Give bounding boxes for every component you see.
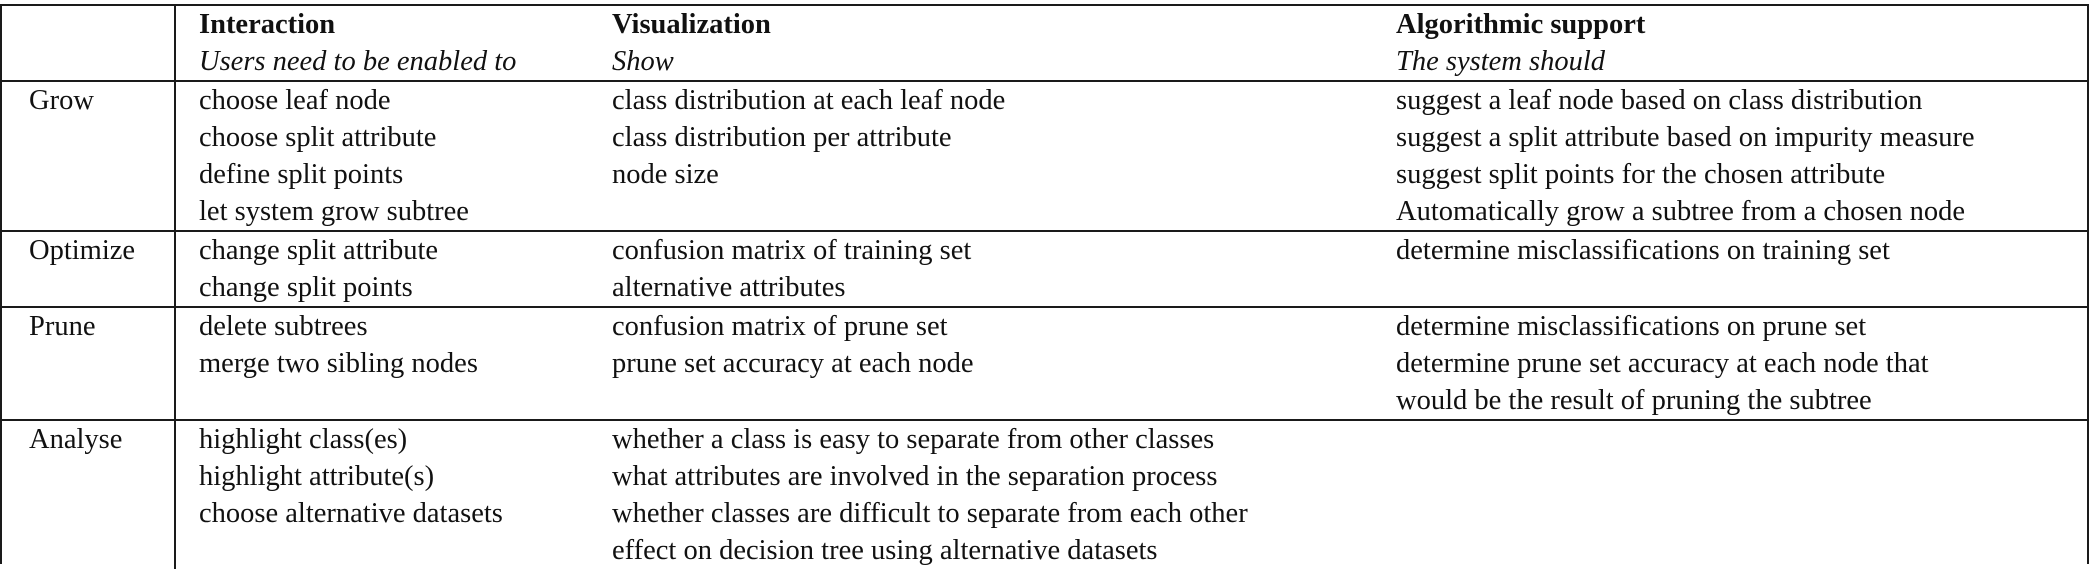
cell-line: determine prune set accuracy at each nod… <box>1396 348 1929 379</box>
cell-line: would be the result of pruning the subtr… <box>1396 385 1872 416</box>
table-row-analyse: Analyse highlight class(es) highlight attr… <box>2 419 2087 569</box>
cell-line: class distribution at each leaf node <box>612 85 1006 116</box>
cell-line: define split points <box>199 159 404 190</box>
cell-line: confusion matrix of training set <box>612 235 972 266</box>
header-visualization: Visualization Show <box>589 6 1373 81</box>
header-interaction: Interaction Users need to be enabled to <box>175 6 589 81</box>
interaction-cell: choose leaf node choose split attribute de… <box>175 80 589 231</box>
table-row-optimize: Optimize change split attribute change spl… <box>2 230 2087 307</box>
cell-line: determine misclassifications on prune se… <box>1396 311 1867 342</box>
cell-line: suggest a split attribute based on impur… <box>1396 122 1975 153</box>
row-label: Prune <box>2 306 176 420</box>
cell-line: choose leaf node <box>199 85 391 116</box>
cell-line: prune set accuracy at each node <box>612 348 974 379</box>
cell-line: let system grow subtree <box>199 196 469 227</box>
cell-line: alternative attributes <box>612 272 846 303</box>
cell-line: change split attribute <box>199 235 439 266</box>
cell-line: delete subtrees <box>199 311 368 342</box>
cell-line: merge two sibling nodes <box>199 348 478 379</box>
header-title: Visualization <box>612 9 771 40</box>
row-label: Analyse <box>2 419 176 569</box>
header-subtitle: Show <box>612 46 674 77</box>
cell-line: suggest a leaf node based on class distr… <box>1396 85 1923 116</box>
header-empty-cell <box>2 6 176 81</box>
header-algorithmic: Algorithmic support The system should <box>1373 6 2087 81</box>
cell-line: suggest split points for the chosen attr… <box>1396 159 1886 190</box>
table-row-prune: Prune delete subtrees merge two sibling no… <box>2 306 2087 420</box>
table-row-grow: Grow choose leaf node choose split attribu… <box>2 80 2087 231</box>
cell-line: confusion matrix of prune set <box>612 311 948 342</box>
cell-line: highlight attribute(s) <box>199 461 435 492</box>
cell-line: Automatically grow a subtree from a chos… <box>1396 196 1966 227</box>
visualization-cell: confusion matrix of prune set prune set a… <box>589 306 1373 420</box>
header-title: Algorithmic support <box>1396 9 1646 40</box>
algorithmic-cell: suggest a leaf node based on class distr… <box>1373 80 2087 231</box>
header-title: Interaction <box>199 9 336 40</box>
cell-line: determine misclassifications on training… <box>1396 235 1890 266</box>
interaction-cell: delete subtrees merge two sibling nodes <box>175 306 589 420</box>
visualization-cell: class distribution at each leaf node clas… <box>589 80 1373 231</box>
cell-line: choose split attribute <box>199 122 437 153</box>
requirements-table: Interaction Users need to be enabled to … <box>2 6 2087 569</box>
row-label: Optimize <box>2 230 176 307</box>
interaction-cell: highlight class(es) highlight attribute(s… <box>175 419 589 569</box>
header-subtitle: The system should <box>1396 46 1605 77</box>
algorithmic-cell <box>1373 419 2087 569</box>
cell-line: what attributes are involved in the sepa… <box>612 461 1218 492</box>
cell-line: class distribution per attribute <box>612 122 952 153</box>
cell-line: whether classes are difficult to separat… <box>612 498 1248 529</box>
cell-line: choose alternative datasets <box>199 498 503 529</box>
requirements-table-frame: Interaction Users need to be enabled to … <box>0 4 2089 569</box>
table-header-row: Interaction Users need to be enabled to … <box>2 6 2087 81</box>
cell-line: highlight class(es) <box>199 424 408 455</box>
algorithmic-cell: determine misclassifications on prune se… <box>1373 306 2087 420</box>
header-subtitle: Users need to be enabled to <box>199 46 517 77</box>
cell-line: change split points <box>199 272 413 303</box>
visualization-cell: confusion matrix of training set alternat… <box>589 230 1373 307</box>
row-label: Grow <box>2 80 176 231</box>
interaction-cell: change split attribute change split point… <box>175 230 589 307</box>
cell-line: whether a class is easy to separate from… <box>612 424 1215 455</box>
algorithmic-cell: determine misclassifications on training… <box>1373 230 2087 307</box>
cell-line: node size <box>612 159 719 190</box>
visualization-cell: whether a class is easy to separate from… <box>589 419 1373 569</box>
cell-line: effect on decision tree using alternativ… <box>612 535 1158 566</box>
